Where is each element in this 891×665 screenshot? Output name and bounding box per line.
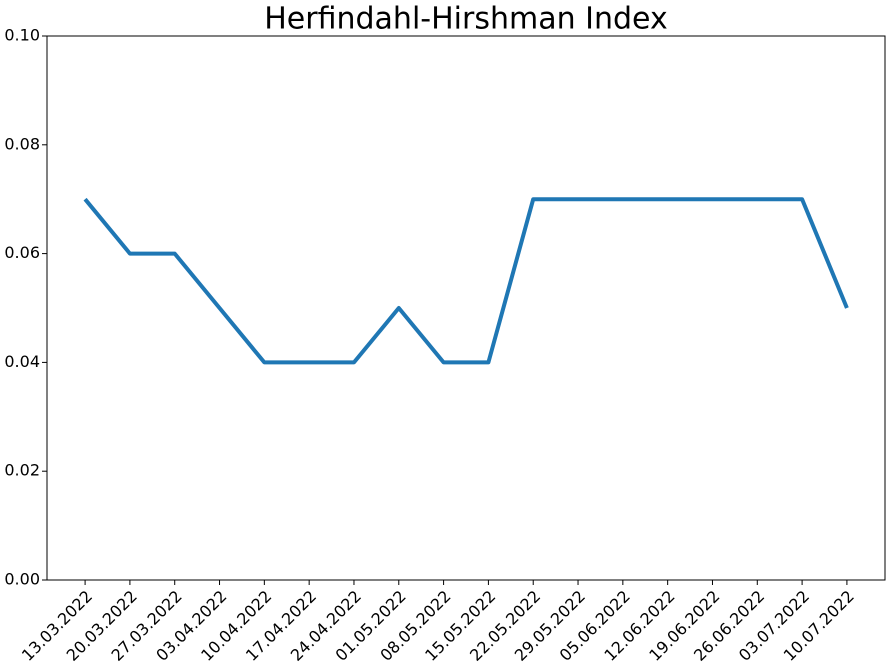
plot-frame (46, 35, 886, 581)
y-tick-label: 0.04 (4, 352, 40, 371)
y-tick-label: 0.02 (4, 461, 40, 480)
data-line (83, 197, 849, 365)
chart-title: Herfindahl-Hirshman Index (264, 2, 667, 37)
y-tick-label: 0.00 (4, 570, 40, 589)
y-tick-label: 0.06 (4, 243, 40, 262)
y-tick-label: 0.10 (4, 26, 40, 45)
y-tick-label: 0.08 (4, 134, 40, 153)
